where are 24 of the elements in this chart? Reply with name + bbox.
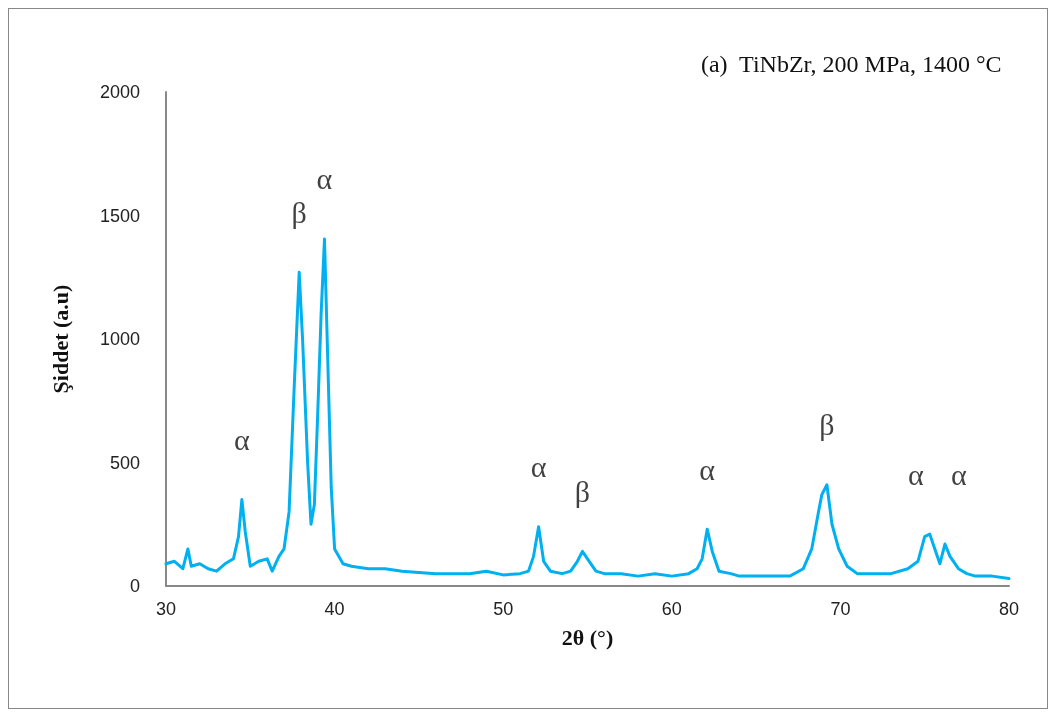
x-tick-label: 30: [155, 599, 177, 619]
x-tick-label: 40: [324, 599, 345, 619]
x-tick-label: 80: [998, 599, 1020, 619]
line-series: [164, 237, 1011, 581]
annotation: β: [574, 474, 591, 508]
annotation: α: [234, 423, 251, 457]
y-tick-label: 1500: [99, 205, 140, 226]
annotation: α: [907, 457, 924, 491]
annotation: α: [951, 457, 968, 491]
y-tick-label: 1000: [99, 329, 140, 349]
annotation: β: [291, 195, 307, 229]
y-axis-title: Şiddet (a.u): [47, 284, 73, 394]
x-tick-label: 50: [493, 599, 514, 619]
annotation: α: [699, 452, 716, 486]
annotation: α: [316, 162, 333, 196]
annotation: β: [819, 408, 835, 442]
y-tick-label: 500: [109, 452, 140, 473]
x-axis-title: 2θ (°): [561, 624, 614, 650]
annotation: α: [530, 450, 547, 484]
x-tick-label: 60: [661, 599, 682, 619]
x-tick-label: 70: [830, 599, 851, 619]
y-tick-label: 2000: [99, 82, 140, 102]
y-tick-label: 0: [129, 576, 140, 596]
chart-title: (a) TiNbZr, 200 MPa, 1400 °C: [700, 51, 1002, 77]
